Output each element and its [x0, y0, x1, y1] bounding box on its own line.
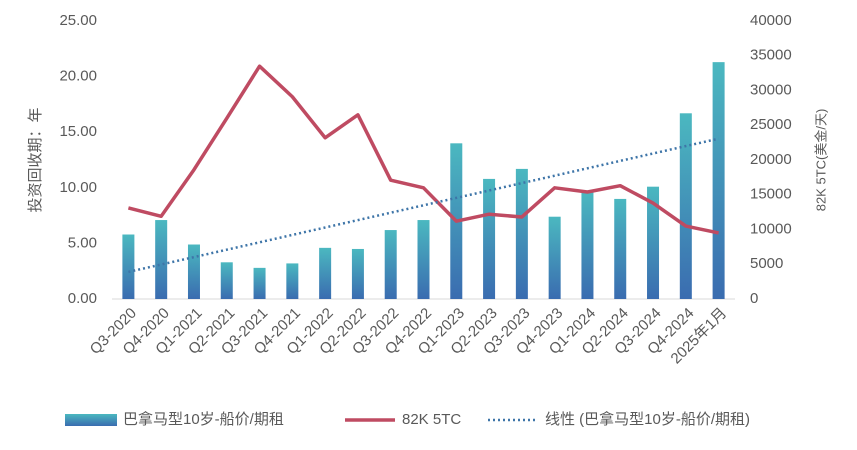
y-tick-label: 5.00	[68, 234, 97, 251]
y2-tick-label: 30000	[750, 81, 792, 98]
bar	[187, 244, 200, 299]
y-tick-label: 25.00	[59, 12, 97, 29]
y2-tick-label: 5000	[750, 255, 783, 272]
y-tick-label: 10.00	[59, 179, 97, 196]
bar	[122, 234, 135, 299]
bar	[581, 192, 594, 299]
y-tick-label: 20.00	[59, 68, 97, 85]
bar	[614, 198, 627, 299]
line	[127, 64, 719, 235]
bar	[417, 220, 430, 299]
bar	[548, 216, 561, 299]
bar	[647, 186, 660, 299]
bar	[679, 113, 692, 300]
y2-axis-title: 82K 5TC(美金/天)	[813, 109, 828, 212]
legend-label: 82K 5TC	[402, 411, 461, 428]
legend-label: 线性 (巴拿马型10岁-船价/期租)	[545, 410, 750, 428]
bar	[155, 220, 168, 299]
y2-tick-label: 20000	[750, 151, 792, 168]
bar	[253, 267, 266, 299]
y-tick-label: 15.00	[59, 123, 97, 140]
y2-tick-label: 0	[750, 290, 758, 307]
y2-tick-label: 10000	[750, 220, 792, 237]
bar	[384, 230, 397, 299]
y2-tick-label: 35000	[750, 47, 792, 64]
bar	[712, 62, 725, 300]
legend-swatch	[65, 414, 117, 426]
y2-tick-label: 25000	[750, 116, 792, 133]
bar	[220, 262, 233, 299]
bar	[319, 247, 332, 299]
bar	[351, 248, 364, 299]
bar	[515, 168, 528, 299]
legend-label: 巴拿马型10岁-船价/期租	[123, 410, 284, 428]
y-axis-title: 投资回收期：年	[27, 107, 44, 212]
y2-tick-label: 15000	[750, 186, 792, 203]
y2-tick-label: 40000	[750, 12, 792, 29]
bar	[483, 178, 496, 299]
y-tick-label: 0.00	[68, 290, 97, 307]
trend-line	[128, 137, 719, 274]
bar	[286, 263, 299, 299]
